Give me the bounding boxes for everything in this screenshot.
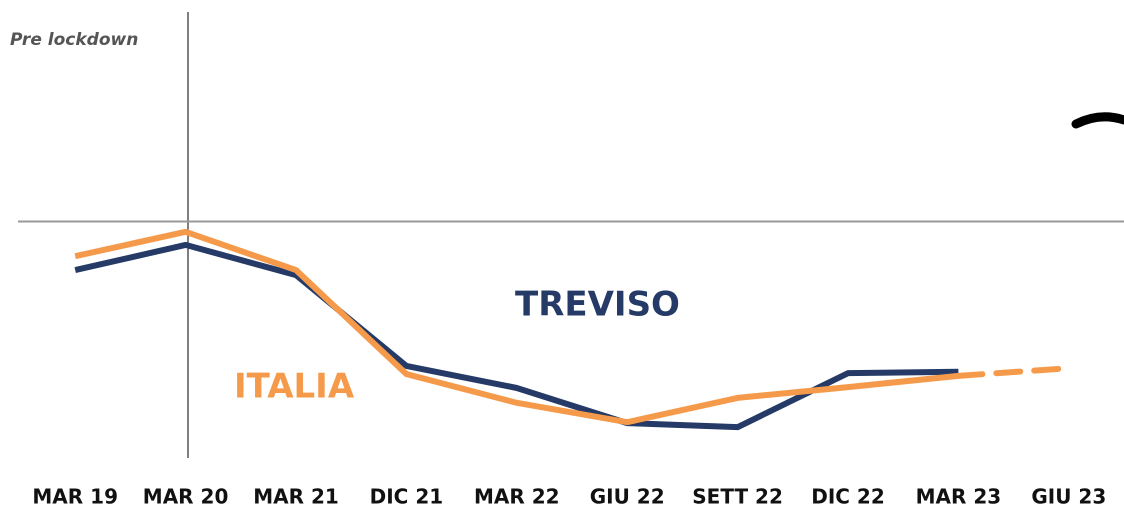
x-tick-label: MAR 22	[474, 485, 560, 509]
series-line-dashed	[955, 365, 1072, 379]
x-tick-label: DIC 22	[811, 485, 885, 509]
x-tick-label: SETT 22	[692, 485, 783, 509]
x-tick-label: MAR 20	[143, 485, 229, 509]
x-tick-label: MAR 19	[32, 485, 118, 509]
decoration	[1071, 112, 1124, 129]
annotation: Pre lockdown	[10, 30, 138, 50]
series-line	[74, 228, 959, 426]
x-tick-label: MAR 23	[916, 485, 1002, 509]
x-tick-label: MAR 21	[253, 485, 339, 509]
x-tick-label: GIU 22	[590, 485, 665, 509]
series-label: ITALIA	[234, 367, 355, 407]
x-tick-label: DIC 21	[370, 485, 444, 509]
series-label: TREVISO	[515, 285, 680, 325]
x-tick-label: GIU 23	[1031, 485, 1106, 509]
